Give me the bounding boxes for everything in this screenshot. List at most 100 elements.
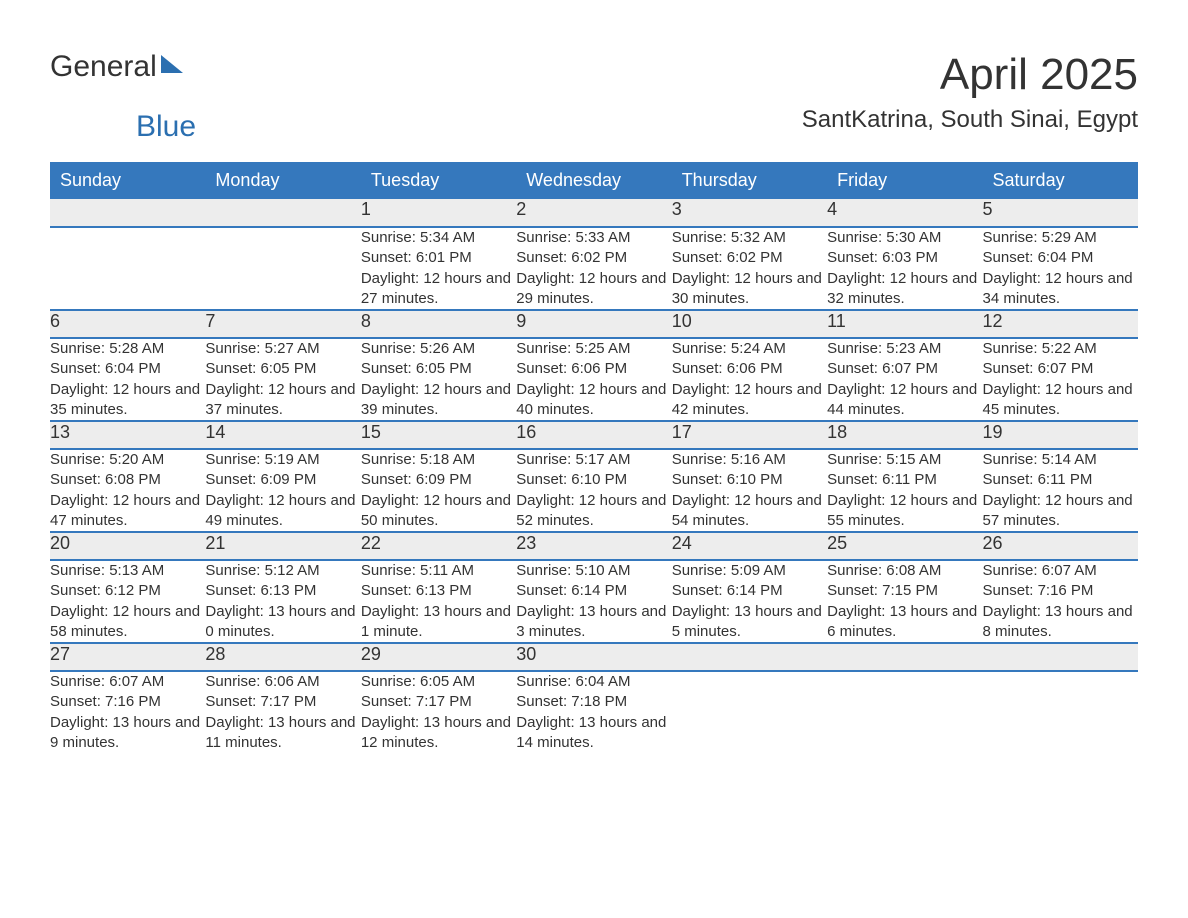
day-number-row: 6789101112 (50, 310, 1138, 338)
sunrise-line: Sunrise: 5:32 AM (672, 228, 827, 248)
sunset-line: Sunset: 6:14 PM (516, 581, 671, 601)
day-detail-cell: Sunrise: 5:09 AMSunset: 6:14 PMDaylight:… (672, 560, 827, 643)
sunset-line: Sunset: 7:15 PM (827, 581, 982, 601)
day-number-cell: 3 (672, 199, 827, 227)
sunrise-line: Sunrise: 5:25 AM (516, 339, 671, 359)
sunset-line: Sunset: 6:12 PM (50, 581, 205, 601)
daylight-line: Daylight: 12 hours and 27 minutes. (361, 269, 516, 310)
day-number-cell: 27 (50, 643, 205, 671)
sunset-line: Sunset: 6:03 PM (827, 248, 982, 268)
calendar-body: 12345 Sunrise: 5:34 AMSunset: 6:01 PMDay… (50, 199, 1138, 753)
day-number-cell (827, 643, 982, 671)
location-subtitle: SantKatrina, South Sinai, Egypt (802, 106, 1138, 134)
sunrise-line: Sunrise: 5:26 AM (361, 339, 516, 359)
day-detail-cell: Sunrise: 6:08 AMSunset: 7:15 PMDaylight:… (827, 560, 982, 643)
daylight-line: Daylight: 13 hours and 14 minutes. (516, 713, 671, 754)
day-number-cell (672, 643, 827, 671)
daylight-line: Daylight: 12 hours and 34 minutes. (983, 269, 1138, 310)
sunset-line: Sunset: 6:06 PM (516, 359, 671, 379)
sunrise-line: Sunrise: 6:06 AM (205, 672, 360, 692)
day-detail-cell: Sunrise: 5:29 AMSunset: 6:04 PMDaylight:… (983, 227, 1138, 310)
day-detail-row: Sunrise: 5:13 AMSunset: 6:12 PMDaylight:… (50, 560, 1138, 643)
sunset-line: Sunset: 6:14 PM (672, 581, 827, 601)
sunset-line: Sunset: 6:05 PM (361, 359, 516, 379)
day-number-cell: 20 (50, 532, 205, 560)
day-number-cell: 7 (205, 310, 360, 338)
sunrise-line: Sunrise: 5:28 AM (50, 339, 205, 359)
day-number-cell: 24 (672, 532, 827, 560)
weekday-header: Wednesday (516, 162, 671, 199)
daylight-line: Daylight: 12 hours and 50 minutes. (361, 491, 516, 532)
day-detail-cell: Sunrise: 6:07 AMSunset: 7:16 PMDaylight:… (50, 671, 205, 753)
day-number-cell: 25 (827, 532, 982, 560)
day-number-cell: 26 (983, 532, 1138, 560)
day-detail-cell: Sunrise: 5:27 AMSunset: 6:05 PMDaylight:… (205, 338, 360, 421)
daylight-line: Daylight: 12 hours and 32 minutes. (827, 269, 982, 310)
day-detail-cell (827, 671, 982, 753)
sunset-line: Sunset: 6:07 PM (827, 359, 982, 379)
sunrise-line: Sunrise: 5:10 AM (516, 561, 671, 581)
day-detail-row: Sunrise: 5:28 AMSunset: 6:04 PMDaylight:… (50, 338, 1138, 421)
weekday-header: Friday (827, 162, 982, 199)
weekday-header: Tuesday (361, 162, 516, 199)
day-number-row: 20212223242526 (50, 532, 1138, 560)
day-number-cell: 15 (361, 421, 516, 449)
day-number-cell (983, 643, 1138, 671)
sunset-line: Sunset: 6:07 PM (983, 359, 1138, 379)
daylight-line: Daylight: 13 hours and 0 minutes. (205, 602, 360, 643)
logo-flag-icon (161, 55, 183, 77)
sunrise-line: Sunrise: 5:09 AM (672, 561, 827, 581)
sunset-line: Sunset: 7:16 PM (983, 581, 1138, 601)
title-block: April 2025 SantKatrina, South Sinai, Egy… (802, 50, 1138, 134)
day-detail-cell: Sunrise: 5:13 AMSunset: 6:12 PMDaylight:… (50, 560, 205, 643)
daylight-line: Daylight: 12 hours and 52 minutes. (516, 491, 671, 532)
day-detail-cell (50, 227, 205, 310)
calendar-table: Sunday Monday Tuesday Wednesday Thursday… (50, 162, 1138, 753)
day-detail-cell: Sunrise: 5:20 AMSunset: 6:08 PMDaylight:… (50, 449, 205, 532)
day-number-row: 27282930 (50, 643, 1138, 671)
day-detail-cell: Sunrise: 5:33 AMSunset: 6:02 PMDaylight:… (516, 227, 671, 310)
daylight-line: Daylight: 12 hours and 42 minutes. (672, 380, 827, 421)
sunrise-line: Sunrise: 5:30 AM (827, 228, 982, 248)
day-detail-row: Sunrise: 6:07 AMSunset: 7:16 PMDaylight:… (50, 671, 1138, 753)
daylight-line: Daylight: 13 hours and 12 minutes. (361, 713, 516, 754)
weekday-header: Monday (205, 162, 360, 199)
sunrise-line: Sunrise: 6:07 AM (983, 561, 1138, 581)
day-number-cell (50, 199, 205, 227)
sunrise-line: Sunrise: 5:18 AM (361, 450, 516, 470)
sunrise-line: Sunrise: 6:07 AM (50, 672, 205, 692)
day-number-cell: 2 (516, 199, 671, 227)
daylight-line: Daylight: 12 hours and 54 minutes. (672, 491, 827, 532)
sunrise-line: Sunrise: 5:11 AM (361, 561, 516, 581)
sunset-line: Sunset: 7:18 PM (516, 692, 671, 712)
sunset-line: Sunset: 6:11 PM (983, 470, 1138, 490)
day-detail-cell: Sunrise: 6:07 AMSunset: 7:16 PMDaylight:… (983, 560, 1138, 643)
sunrise-line: Sunrise: 5:34 AM (361, 228, 516, 248)
weekday-header: Sunday (50, 162, 205, 199)
day-detail-cell: Sunrise: 5:12 AMSunset: 6:13 PMDaylight:… (205, 560, 360, 643)
logo-text-blue: Blue (136, 110, 196, 143)
day-detail-cell: Sunrise: 6:06 AMSunset: 7:17 PMDaylight:… (205, 671, 360, 753)
sunset-line: Sunset: 6:02 PM (672, 248, 827, 268)
sunrise-line: Sunrise: 6:05 AM (361, 672, 516, 692)
sunset-line: Sunset: 6:09 PM (361, 470, 516, 490)
day-detail-cell: Sunrise: 6:05 AMSunset: 7:17 PMDaylight:… (361, 671, 516, 753)
sunrise-line: Sunrise: 5:14 AM (983, 450, 1138, 470)
daylight-line: Daylight: 13 hours and 6 minutes. (827, 602, 982, 643)
daylight-line: Daylight: 12 hours and 37 minutes. (205, 380, 360, 421)
day-number-cell: 29 (361, 643, 516, 671)
sunset-line: Sunset: 6:04 PM (983, 248, 1138, 268)
sunrise-line: Sunrise: 6:04 AM (516, 672, 671, 692)
daylight-line: Daylight: 12 hours and 35 minutes. (50, 380, 205, 421)
day-number-cell: 19 (983, 421, 1138, 449)
day-detail-cell: Sunrise: 6:04 AMSunset: 7:18 PMDaylight:… (516, 671, 671, 753)
sunset-line: Sunset: 6:13 PM (361, 581, 516, 601)
weekday-header-row: Sunday Monday Tuesday Wednesday Thursday… (50, 162, 1138, 199)
day-number-cell: 9 (516, 310, 671, 338)
day-number-cell: 6 (50, 310, 205, 338)
day-detail-cell: Sunrise: 5:23 AMSunset: 6:07 PMDaylight:… (827, 338, 982, 421)
daylight-line: Daylight: 12 hours and 30 minutes. (672, 269, 827, 310)
sunrise-line: Sunrise: 5:12 AM (205, 561, 360, 581)
sunset-line: Sunset: 6:13 PM (205, 581, 360, 601)
weekday-header: Saturday (983, 162, 1138, 199)
